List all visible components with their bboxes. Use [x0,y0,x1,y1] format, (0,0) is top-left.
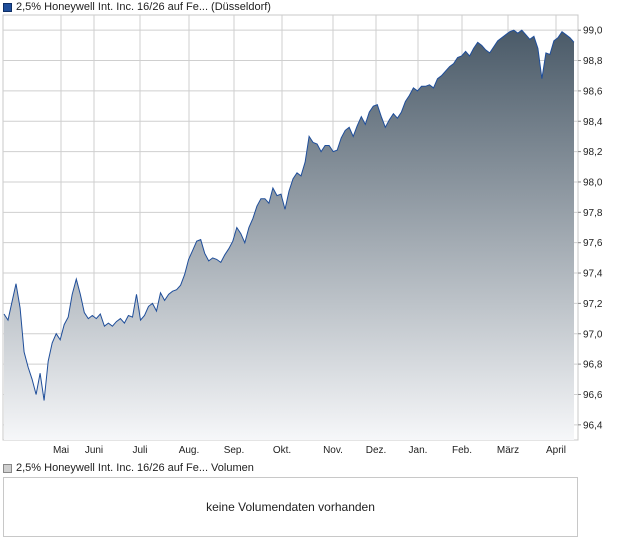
x-tick-label: Okt. [273,445,291,456]
price-legend-swatch [3,2,12,12]
x-tick-label: Juni [85,445,103,456]
x-tick-label: April [546,445,566,456]
price-legend: 2,5% Honeywell Int. Inc. 16/26 auf Fe...… [3,0,271,14]
price-chart: 96,4 96,6 96,8 97,0 97,2 97,4 97,6 97,8 98,0 98,2… [2,14,603,456]
y-tick-label: 97,8 [583,208,603,219]
y-tick-label: 98,4 [583,117,603,128]
y-tick-label: 97,0 [583,329,603,340]
y-tick-label: 96,4 [583,420,603,431]
y-tick-label: 96,6 [583,390,603,401]
y-tick-label: 97,2 [583,299,603,310]
price-area [4,30,574,440]
y-tick-label: 98,8 [583,56,603,67]
y-axis: 96,4 96,6 96,8 97,0 97,2 97,4 97,6 97,8 98,0 98,2… [578,26,603,431]
volume-panel: keine Volumendaten vorhanden [3,477,578,537]
x-tick-label: Nov. [323,445,343,456]
x-tick-label: Juli [132,445,147,456]
y-tick-label: 99,0 [583,26,603,37]
volume-empty-message: keine Volumendaten vorhanden [206,500,375,514]
volume-legend: 2,5% Honeywell Int. Inc. 16/26 auf Fe...… [3,461,254,475]
x-tick-label: März [497,445,519,456]
x-tick-label: Mai [53,445,69,456]
y-tick-label: 98,2 [583,147,603,158]
y-tick-label: 97,4 [583,269,603,280]
x-tick-label: Dez. [366,445,387,456]
x-tick-label: Jan. [409,445,428,456]
volume-legend-swatch [3,463,12,473]
y-tick-label: 98,6 [583,86,603,97]
y-tick-label: 97,6 [583,238,603,249]
price-legend-label: 2,5% Honeywell Int. Inc. 16/26 auf Fe...… [16,1,271,13]
x-tick-label: Sep. [224,445,245,456]
y-tick-label: 96,8 [583,360,603,371]
x-axis: Mai Juni Juli Aug. Sep. Okt. Nov. Dez. Jan. Feb. M… [53,445,566,456]
x-tick-label: Feb. [452,445,472,456]
x-tick-label: Aug. [179,445,200,456]
price-line [3,29,575,401]
volume-legend-label: 2,5% Honeywell Int. Inc. 16/26 auf Fe...… [16,462,254,474]
y-tick-label: 98,0 [583,177,603,188]
